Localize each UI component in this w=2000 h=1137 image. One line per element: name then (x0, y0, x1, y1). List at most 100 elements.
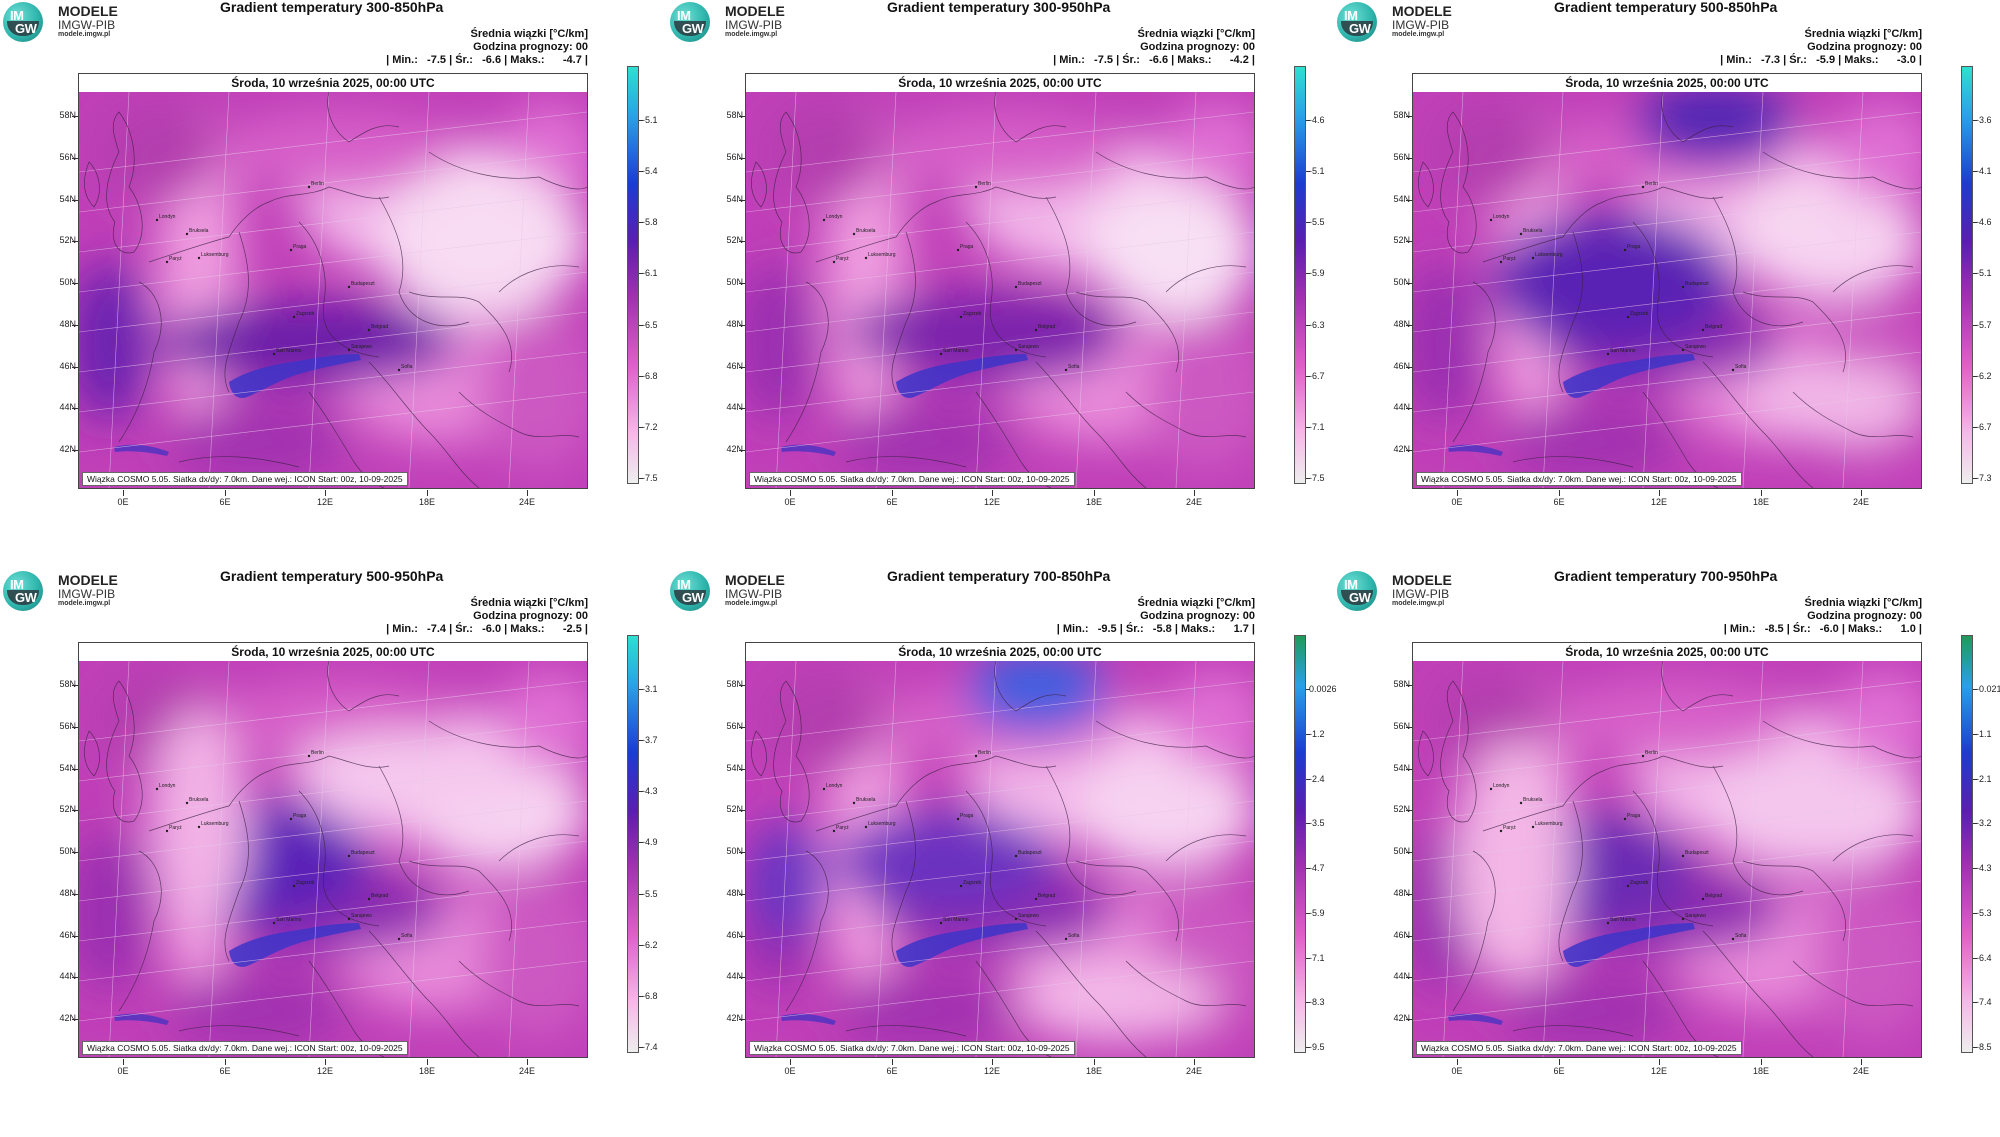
colorbar-label: -2.1 (1976, 773, 1992, 784)
panel-title: Gradient temperatury 500-850hPa (1474, 0, 1934, 15)
map-panel: IM GW MODELE IMGW-PIB modele.imgw.pl Gradient… (1334, 0, 2000, 568)
unit-label: Średnia wiązki [°C/km] (471, 597, 589, 609)
stat-value: Maks.: (1847, 623, 1883, 635)
panel-title: Gradient temperatury 300-850hPa (140, 0, 600, 15)
city-marker (959, 884, 963, 888)
model-footer: Wiązka COSMO 5.05. Siatka dx/dy: 7.0km. … (1416, 1041, 1742, 1055)
stats-line: | Min.: -7.5 | Śr.: -6.6 | Maks.: -4.7 | (386, 54, 588, 66)
colorbar-label: -4.6 (1976, 217, 1992, 228)
logo-title: MODELE (725, 3, 785, 19)
city-label: Sofia (401, 364, 413, 370)
longitude-label: 24E (1185, 497, 1202, 507)
stat-value: -7.5 (427, 54, 447, 66)
colorbar-label: -4.9 (642, 837, 658, 848)
city-label: Budapeszt (1018, 850, 1042, 856)
map-frame: Środa, 10 września 2025, 00:00 UTC Londyn… (78, 73, 588, 489)
city-marker (347, 917, 351, 921)
map-frame: Środa, 10 września 2025, 00:00 UTC Londyn… (745, 73, 1255, 489)
map-panel: IM GW MODELE IMGW-PIB modele.imgw.pl Gradient… (0, 0, 666, 568)
city-label: Sarajewo (351, 913, 372, 919)
latitude-label: 46N (59, 930, 76, 940)
colorbar-label: -4.6 (1309, 115, 1325, 125)
imgw-logo: IM GW MODELE IMGW-PIB modele.imgw.pl (670, 2, 810, 44)
forecast-hour: Godzina prognozy: 00 (1140, 610, 1255, 622)
forecast-hour: Godzina prognozy: 00 (1807, 610, 1922, 622)
colorbar-label: -6.3 (1309, 319, 1325, 330)
temperature-gradient-map: Londyn Bruksela Paryż Luksemburg Praga Berlin… (746, 661, 1254, 1057)
latitude-label: 56N (59, 152, 76, 162)
logo-emblem-icon: IM GW (3, 571, 43, 611)
colorbar-label: -5.3 (1976, 907, 1992, 918)
forecast-date: Środa, 10 września 2025, 00:00 UTC (79, 74, 587, 93)
city-marker (185, 801, 189, 805)
city-label: Budapeszt (1685, 850, 1709, 856)
city-marker (347, 854, 351, 858)
unit-label: Średnia wiązki [°C/km] (1138, 597, 1256, 609)
logo-im-text: IM (1344, 577, 1358, 592)
alps-region (896, 354, 1028, 398)
city-marker (1681, 285, 1685, 289)
city-label: Luksemburg (201, 252, 229, 258)
panel-title-text: Gradient temperatury 300-850hPa (220, 0, 444, 15)
logo-subtitle: IMGW-PIB (58, 587, 116, 601)
city-label: Praga (293, 813, 307, 819)
logo-gw-text: GW (15, 21, 37, 36)
latitude-label: 48N (1393, 888, 1410, 898)
city-label: Belgrad (1705, 893, 1722, 899)
latitude-label: 48N (59, 888, 76, 898)
colorbar-label: -0.021 (1976, 684, 2000, 694)
city-label: Berlin (1645, 181, 1658, 187)
city-marker (347, 348, 351, 352)
longitude-label: 18E (1752, 1066, 1769, 1076)
longitude-label: 0E (1451, 497, 1463, 507)
stat-value: -7.5 (1094, 54, 1114, 66)
city-label: Berlin (1645, 750, 1658, 756)
stat-value: -6.6 (482, 54, 502, 66)
logo-url: modele.imgw.pl (1392, 600, 1445, 607)
map-panel: IM GW MODELE IMGW-PIB modele.imgw.pl Gradient… (667, 568, 1337, 1137)
city-label: Paryż (169, 825, 182, 831)
panel-title: Gradient temperatury 500-950hPa (140, 568, 600, 584)
city-marker (1701, 897, 1705, 901)
latitude-label: 42N (726, 1013, 743, 1023)
latitude-label: 58N (59, 679, 76, 689)
city-marker (307, 754, 311, 758)
longitude-label: 24E (518, 497, 535, 507)
city-label: San Marino (276, 348, 302, 354)
stat-value: Śr.: (1125, 623, 1144, 635)
colorbar-label: -8.5 (1976, 1042, 1992, 1052)
latitude-label: 48N (59, 319, 76, 329)
panel-title-text: Gradient temperatury 500-850hPa (1554, 0, 1778, 15)
map-panel: IM GW MODELE IMGW-PIB modele.imgw.pl Gradient… (1334, 568, 2000, 1137)
city-label: Praga (1627, 813, 1641, 819)
latitude-label: 46N (726, 361, 743, 371)
city-marker (292, 315, 296, 319)
latitude-label: 54N (726, 763, 743, 773)
colorbar-label: -5.8 (642, 217, 658, 228)
logo-emblem-icon: IM GW (670, 2, 710, 42)
stat-value: Maks.: (1180, 623, 1216, 635)
stat-value: Min.: (1062, 623, 1089, 635)
city-marker (959, 315, 963, 319)
logo-im-text: IM (10, 577, 24, 592)
city-label: Luksemburg (1535, 252, 1563, 258)
colorbar-label: -7.5 (1309, 473, 1325, 483)
city-marker (272, 352, 276, 356)
latitude-label: 50N (1393, 277, 1410, 287)
latitude-label: 58N (59, 110, 76, 120)
city-label: Praga (293, 244, 307, 250)
stat-value: 1.7 (1233, 623, 1249, 635)
colorbar-label: -5.9 (1309, 907, 1325, 918)
city-marker (185, 232, 189, 236)
logo-subtitle: IMGW-PIB (58, 18, 116, 32)
city-label: San Marino (1610, 917, 1636, 923)
panel-title: Gradient temperatury 300-950hPa (807, 0, 1267, 15)
colorbar-label: -4.3 (642, 786, 658, 797)
colorbar (627, 635, 639, 1053)
colorbar-label: -7.4 (642, 1042, 658, 1052)
colorbar-label: -9.5 (1309, 1042, 1325, 1052)
logo-subtitle: IMGW-PIB (1392, 18, 1450, 32)
logo-emblem-icon: IM GW (1337, 571, 1377, 611)
longitude-label: 6E (219, 497, 231, 507)
logo-title: MODELE (58, 3, 118, 19)
